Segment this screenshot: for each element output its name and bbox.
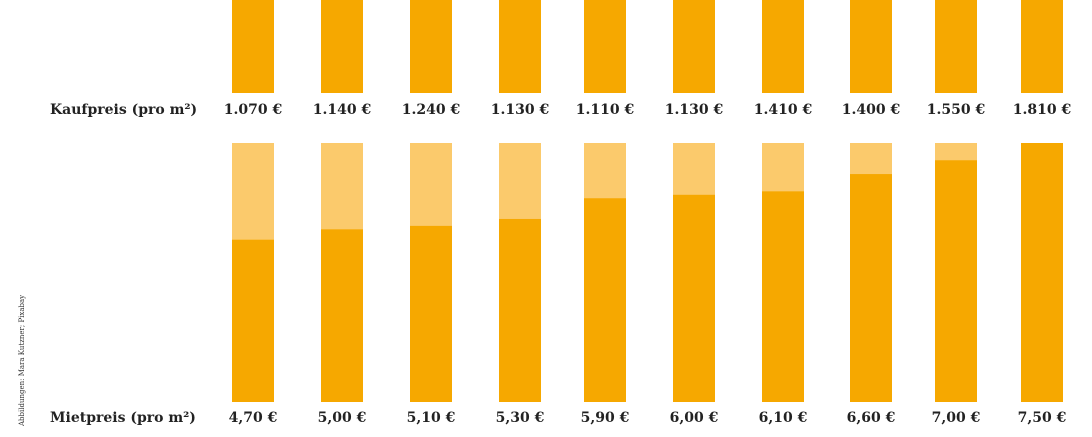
bar — [935, 160, 977, 402]
bar — [1021, 0, 1063, 93]
value-label: 4,70 € — [229, 410, 278, 426]
bar — [321, 229, 363, 402]
value-label: 1.110 € — [576, 102, 635, 118]
value-label: 1.130 € — [491, 102, 550, 118]
row-label: Mietpreis (pro m²) — [50, 410, 196, 426]
value-label: 1.140 € — [313, 102, 372, 118]
value-label: 5,10 € — [407, 410, 456, 426]
bar — [762, 0, 804, 93]
bar — [410, 225, 452, 402]
bar — [584, 198, 626, 402]
bar — [321, 0, 363, 93]
value-label: 6,60 € — [847, 410, 896, 426]
value-label: 1.400 € — [842, 102, 901, 118]
value-label: 6,00 € — [670, 410, 719, 426]
bar — [673, 194, 715, 402]
bar — [499, 218, 541, 402]
value-label: 1.240 € — [402, 102, 461, 118]
value-label: 7,00 € — [932, 410, 981, 426]
value-label: 1.410 € — [754, 102, 813, 118]
bar — [935, 0, 977, 93]
value-label: 1.070 € — [224, 102, 283, 118]
value-label: 1.130 € — [665, 102, 724, 118]
bar — [850, 174, 892, 402]
bar — [499, 0, 541, 93]
value-label: 6,10 € — [759, 410, 808, 426]
bar — [673, 0, 715, 93]
credit: Abbildungen: Mara Kutzner; Pixabay — [18, 295, 26, 427]
row-label: Kaufpreis (pro m²) — [50, 102, 197, 118]
bar — [232, 239, 274, 402]
value-label: 5,90 € — [581, 410, 630, 426]
value-label: 1.550 € — [927, 102, 986, 118]
bar — [584, 0, 626, 93]
value-label: 7,50 € — [1018, 410, 1067, 426]
value-label: 1.810 € — [1013, 102, 1072, 118]
bar — [762, 191, 804, 402]
bar — [410, 0, 452, 93]
value-label: 5,00 € — [318, 410, 367, 426]
bar — [850, 0, 892, 94]
bar — [232, 0, 274, 93]
bar — [1021, 143, 1063, 402]
value-label: 5,30 € — [496, 410, 545, 426]
